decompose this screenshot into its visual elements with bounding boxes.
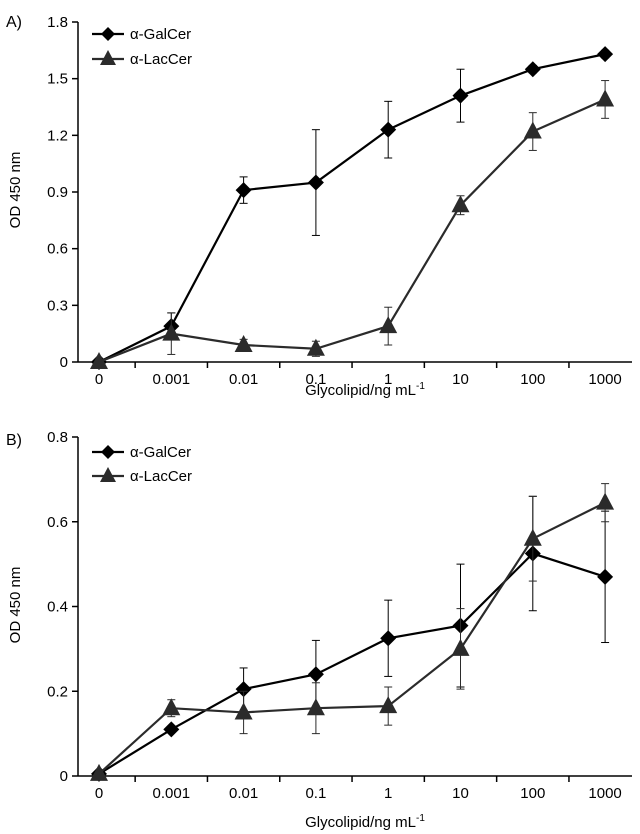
x-tick-label: 1 (384, 371, 392, 388)
data-point-diamond (307, 666, 324, 683)
y-tick-label: 0.8 (47, 429, 68, 446)
x-tick-label: 0 (95, 785, 103, 802)
data-point-triangle (90, 763, 108, 781)
legend-label: α-LacCer (130, 51, 192, 68)
series-line (98, 501, 606, 775)
x-tick-label: 10 (452, 371, 469, 388)
legend-marker-diamond (101, 445, 115, 459)
x-tick-label: 0.1 (305, 371, 326, 388)
legend-item: α-GalCer (92, 444, 191, 461)
data-point-triangle (523, 121, 542, 139)
series-line (98, 98, 606, 364)
data-point-triangle (162, 698, 181, 716)
x-tick-label: 10 (452, 785, 469, 802)
series-laccer (90, 80, 615, 369)
x-tick-label: 0 (95, 371, 103, 388)
panel-b: 0 0.2 0.4 0.6 0.8 0 0.001 0.01 0.1 1 10 100 1000 α-Ga… (47, 429, 632, 802)
y-tick-label: 0 (60, 768, 68, 785)
data-point-diamond (163, 721, 180, 738)
x-tick-label: 1 (384, 785, 392, 802)
series-galcer (91, 46, 614, 370)
x-tick-label: 0.01 (229, 371, 258, 388)
legend-label: α-GalCer (130, 444, 191, 461)
y-tick-label: 1.2 (47, 127, 68, 144)
y-tick-label: 0.6 (47, 514, 68, 531)
panel-a: 0 0.3 0.6 0.9 1.2 1.5 1.8 0 0.001 0.01 0.1 1 10 100 10… (47, 14, 632, 388)
y-tick-label: 0.9 (47, 184, 68, 201)
data-point-diamond (235, 681, 252, 698)
series-line (98, 552, 606, 775)
data-point-triangle (306, 698, 325, 716)
data-point-diamond (380, 630, 397, 647)
data-point-triangle (234, 702, 253, 720)
plot-layer: 00.30.60.91.21.51.80 0.001 0.01 0.1 1 10 100 10… (47, 14, 632, 802)
legend-marker-triangle (100, 467, 116, 482)
data-point-diamond (235, 182, 252, 199)
data-point-triangle (523, 528, 542, 546)
data-point-triangle (234, 335, 253, 352)
legend-marker-diamond (101, 27, 115, 41)
y-tick-label: 0 (60, 354, 68, 371)
legend-label: α-GalCer (130, 26, 191, 43)
y-tick-label: 0.6 (47, 241, 68, 258)
data-point-triangle (451, 638, 470, 656)
x-tick-label: 1000 (588, 371, 621, 388)
data-point-diamond (597, 46, 614, 63)
series-line (98, 53, 606, 363)
data-point-triangle (90, 352, 108, 369)
data-point-triangle (379, 316, 398, 334)
x-tick-label: 0.01 (229, 785, 258, 802)
panel-b-x-axis-label: Glycolipid/ng mL-1 (305, 813, 425, 831)
x-tick-label: 100 (520, 371, 545, 388)
legend-item: α-LacCer (92, 50, 192, 68)
y-tick-label: 0.4 (47, 599, 68, 616)
panel-a-x-axis-label: Glycolipid/ng mL-1 (305, 381, 425, 399)
y-tick-label: 1.8 (47, 14, 68, 31)
panel-a-y-axis-label: OD 450 nm (7, 152, 24, 229)
x-tick-label: 0.1 (305, 785, 326, 802)
data-point-triangle (379, 696, 398, 714)
panel-b-label: B) (6, 432, 22, 449)
legend-item: α-GalCer (92, 26, 191, 43)
legend-label: α-LacCer (130, 468, 192, 485)
panel-b-y-axis-label: OD 450 nm (7, 567, 24, 644)
y-tick-label: 1.5 (47, 71, 68, 88)
x-tick-label: 100 (520, 785, 545, 802)
data-point-triangle (596, 492, 615, 510)
legend-item: α-LacCer (92, 467, 192, 485)
data-point-diamond (597, 568, 614, 585)
data-point-triangle (306, 338, 325, 356)
y-tick-label: 0.2 (47, 683, 68, 700)
panel-a-label: A) (6, 14, 22, 31)
y-tick-label: 0.3 (47, 297, 68, 314)
data-point-diamond (380, 121, 397, 138)
data-point-diamond (452, 87, 469, 104)
x-tick-label: 0.001 (153, 371, 191, 388)
data-point-triangle (596, 89, 615, 107)
x-tick-label: 1000 (588, 785, 621, 802)
data-point-triangle (162, 323, 181, 341)
legend-marker-triangle (100, 50, 116, 65)
data-point-diamond (524, 61, 541, 78)
series-laccer (90, 483, 615, 781)
x-tick-label: 0.001 (153, 785, 191, 802)
data-point-triangle (451, 195, 470, 213)
data-point-diamond (307, 174, 324, 191)
